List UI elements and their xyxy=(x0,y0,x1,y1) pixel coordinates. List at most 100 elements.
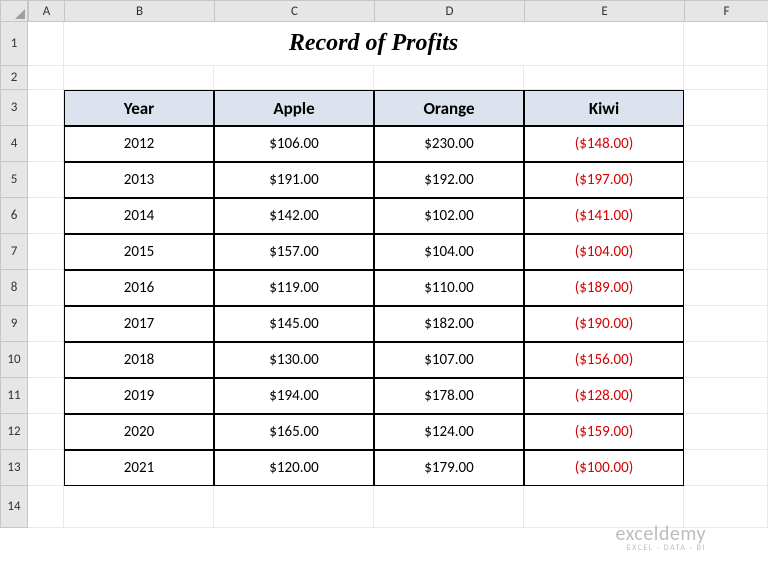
cell[interactable] xyxy=(28,22,64,66)
table-cell: 2020 xyxy=(64,414,214,450)
column-header[interactable]: C xyxy=(214,0,374,22)
row-header[interactable]: 9 xyxy=(0,306,28,342)
table-cell: 2021 xyxy=(64,450,214,486)
row-header[interactable]: 6 xyxy=(0,198,28,234)
table-cell: $191.00 xyxy=(214,162,374,198)
cell[interactable] xyxy=(684,66,768,90)
cell[interactable] xyxy=(684,486,768,528)
row-header[interactable]: 5 xyxy=(0,162,28,198)
row-header[interactable]: 2 xyxy=(0,66,28,90)
table-header: Kiwi xyxy=(524,90,684,126)
table-cell: $230.00 xyxy=(374,126,524,162)
column-header[interactable]: F xyxy=(684,0,768,22)
table-cell: $124.00 xyxy=(374,414,524,450)
cell[interactable] xyxy=(524,486,684,528)
cell[interactable] xyxy=(684,90,768,126)
cell[interactable] xyxy=(214,66,374,90)
row-header[interactable]: 11 xyxy=(0,378,28,414)
cell[interactable] xyxy=(684,234,768,270)
column-header[interactable]: B xyxy=(64,0,214,22)
column-header[interactable]: D xyxy=(374,0,524,22)
cell[interactable] xyxy=(28,306,64,342)
row-header[interactable]: 13 xyxy=(0,450,28,486)
table-cell: ($104.00) xyxy=(524,234,684,270)
row-header[interactable]: 1 xyxy=(0,22,28,66)
select-all-corner[interactable] xyxy=(0,0,28,22)
cell[interactable] xyxy=(28,342,64,378)
row-header[interactable]: 12 xyxy=(0,414,28,450)
table-cell: $178.00 xyxy=(374,378,524,414)
cell[interactable] xyxy=(374,486,524,528)
cell[interactable] xyxy=(524,66,684,90)
page-title: Record of Profits xyxy=(64,22,684,66)
table-cell: 2014 xyxy=(64,198,214,234)
table-header: Apple xyxy=(214,90,374,126)
cell[interactable] xyxy=(28,90,64,126)
table-cell: $119.00 xyxy=(214,270,374,306)
table-cell: ($190.00) xyxy=(524,306,684,342)
cell[interactable] xyxy=(684,162,768,198)
cell[interactable] xyxy=(684,22,768,66)
table-header: Year xyxy=(64,90,214,126)
cell[interactable] xyxy=(684,198,768,234)
cell[interactable] xyxy=(28,270,64,306)
table-cell: $194.00 xyxy=(214,378,374,414)
table-cell: ($128.00) xyxy=(524,378,684,414)
table-cell: $120.00 xyxy=(214,450,374,486)
table-cell: $110.00 xyxy=(374,270,524,306)
table-cell: 2013 xyxy=(64,162,214,198)
cell[interactable] xyxy=(28,378,64,414)
table-cell: $107.00 xyxy=(374,342,524,378)
table-cell: 2015 xyxy=(64,234,214,270)
row-header[interactable]: 8 xyxy=(0,270,28,306)
table-cell: ($156.00) xyxy=(524,342,684,378)
table-cell: ($100.00) xyxy=(524,450,684,486)
cell[interactable] xyxy=(684,342,768,378)
cell[interactable] xyxy=(684,306,768,342)
cell[interactable] xyxy=(28,126,64,162)
column-header[interactable]: A xyxy=(28,0,64,22)
table-cell: $182.00 xyxy=(374,306,524,342)
row-header[interactable]: 3 xyxy=(0,90,28,126)
table-cell: 2016 xyxy=(64,270,214,306)
cell[interactable] xyxy=(28,162,64,198)
table-cell: ($141.00) xyxy=(524,198,684,234)
column-header[interactable]: E xyxy=(524,0,684,22)
table-cell: $157.00 xyxy=(214,234,374,270)
table-cell: $165.00 xyxy=(214,414,374,450)
table-cell: 2012 xyxy=(64,126,214,162)
table-cell: ($159.00) xyxy=(524,414,684,450)
cell[interactable] xyxy=(684,450,768,486)
cell[interactable] xyxy=(684,378,768,414)
cell[interactable] xyxy=(28,486,64,528)
row-header[interactable]: 14 xyxy=(0,486,28,528)
cell[interactable] xyxy=(374,66,524,90)
table-cell: $192.00 xyxy=(374,162,524,198)
spreadsheet-grid: ABCDEF1Record of Profits23YearAppleOrang… xyxy=(0,0,768,528)
cell[interactable] xyxy=(28,450,64,486)
row-header[interactable]: 10 xyxy=(0,342,28,378)
cell[interactable] xyxy=(28,66,64,90)
table-cell: 2017 xyxy=(64,306,214,342)
row-header[interactable]: 4 xyxy=(0,126,28,162)
table-cell: 2019 xyxy=(64,378,214,414)
table-cell: $145.00 xyxy=(214,306,374,342)
watermark: exceldemy EXCEL · DATA · BI xyxy=(616,524,706,552)
cell[interactable] xyxy=(64,66,214,90)
cell[interactable] xyxy=(28,234,64,270)
table-cell: 2018 xyxy=(64,342,214,378)
table-cell: $130.00 xyxy=(214,342,374,378)
table-cell: $106.00 xyxy=(214,126,374,162)
cell[interactable] xyxy=(684,270,768,306)
table-cell: ($148.00) xyxy=(524,126,684,162)
cell[interactable] xyxy=(28,198,64,234)
cell[interactable] xyxy=(684,126,768,162)
row-header[interactable]: 7 xyxy=(0,234,28,270)
table-cell: ($189.00) xyxy=(524,270,684,306)
cell[interactable] xyxy=(684,414,768,450)
watermark-subtext: EXCEL · DATA · BI xyxy=(616,544,706,552)
cell[interactable] xyxy=(28,414,64,450)
table-cell: $179.00 xyxy=(374,450,524,486)
cell[interactable] xyxy=(214,486,374,528)
cell[interactable] xyxy=(64,486,214,528)
